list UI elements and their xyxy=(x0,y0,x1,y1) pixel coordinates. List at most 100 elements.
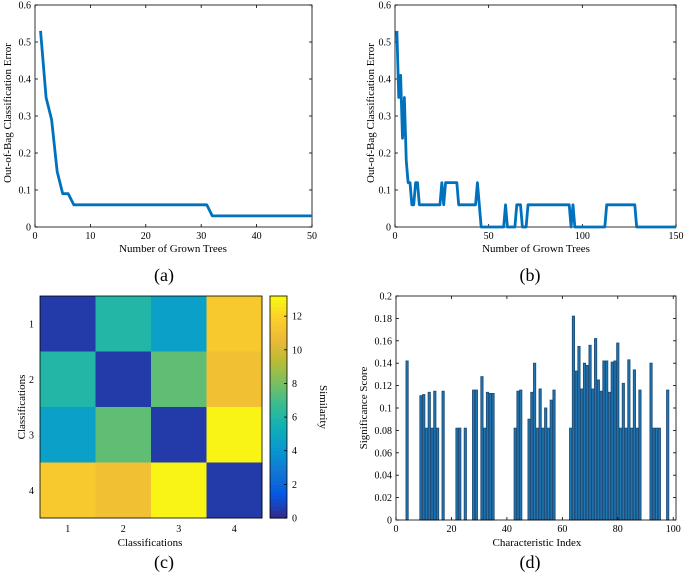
bar xyxy=(588,344,592,521)
colorbar-segment xyxy=(270,425,287,430)
bar xyxy=(657,427,661,521)
colorbar-segment xyxy=(270,458,287,464)
colorbar-segment xyxy=(270,370,287,375)
colorbar-tick-label: 0 xyxy=(292,514,297,525)
heatmap-cell xyxy=(206,351,263,408)
bar xyxy=(530,391,534,521)
panel-d-y-tick-label: 0.1 xyxy=(380,404,393,415)
bar xyxy=(632,369,636,521)
bar xyxy=(591,388,595,521)
panel-b-y-axis-label: Out-of-Bag Classification Error xyxy=(365,43,377,183)
colorbar-segment xyxy=(270,451,287,456)
bar xyxy=(546,427,551,521)
panel-d-y-tick-label: 0.2 xyxy=(380,292,393,303)
colorbar-segment xyxy=(270,473,287,478)
bar xyxy=(424,427,429,521)
bar xyxy=(627,359,631,521)
colorbar-segment xyxy=(270,410,287,415)
panel-c-y-axis-label: Classifications xyxy=(16,375,28,440)
colorbar-segment xyxy=(270,340,287,345)
bar xyxy=(616,342,620,521)
panel-d-x-tick-label: 0 xyxy=(394,524,399,535)
panel-d-y-tick-label: 0.16 xyxy=(375,336,393,347)
panel-d-x-tick-label: 40 xyxy=(502,524,512,535)
panel-d-y-axis-label: Significance Score xyxy=(358,366,370,449)
bar xyxy=(488,392,492,521)
bar xyxy=(480,376,484,521)
heatmap-cell xyxy=(95,407,152,463)
panel-a-x-tick-label: 40 xyxy=(252,231,262,242)
panel-c-caption: (c) xyxy=(154,552,174,573)
colorbar-segment xyxy=(270,318,287,323)
bar xyxy=(638,389,642,521)
heatmap-cell xyxy=(95,351,152,408)
panel-b-x-tick-label: 100 xyxy=(575,231,590,242)
colorbar-segment xyxy=(270,466,287,471)
bar xyxy=(613,360,617,521)
colorbar-tick-label: 2 xyxy=(292,480,297,491)
panel-c-x-axis-label: Classifications xyxy=(118,537,183,549)
bar xyxy=(652,427,656,521)
panel-b-x-tick-label: 150 xyxy=(669,231,684,242)
colorbar-segment xyxy=(270,503,287,508)
colorbar-segment xyxy=(270,344,287,349)
panel-c-x-tick-label: 2 xyxy=(121,524,126,535)
panel-a-series-line xyxy=(39,30,312,218)
panel-d-y-tick-label: 0.12 xyxy=(375,381,393,392)
bar xyxy=(549,399,553,521)
panel-d-y-tick-label: 0.08 xyxy=(375,426,393,437)
bar xyxy=(582,362,587,521)
panel-b-y-tick-label: 0.4 xyxy=(379,75,392,86)
panel-a-y-axis-label: Out-of-Bag Classification Error xyxy=(2,43,14,183)
panel-d-y-tick-label: 0.06 xyxy=(375,448,393,459)
bar xyxy=(607,391,612,521)
panel-a-y-tick-label: 0.6 xyxy=(19,1,32,12)
heatmap-cell xyxy=(40,462,96,519)
colorbar-segment xyxy=(270,418,287,423)
bar xyxy=(427,391,431,521)
bar xyxy=(463,427,467,521)
panel-b-x-tick-label: 0 xyxy=(393,231,398,242)
colorbar-segment xyxy=(270,421,287,427)
bar xyxy=(535,427,539,521)
colorbar-segment xyxy=(270,351,287,356)
panel-b-x-axis-label: Number of Grown Trees xyxy=(482,243,590,255)
panel-d-bar-chart: Significance Score Characteristic Index … xyxy=(358,292,681,574)
panel-d-caption: (d) xyxy=(520,552,541,573)
colorbar-segment xyxy=(270,388,287,393)
panel-d-y-tick-label: 0 xyxy=(387,516,392,527)
panel-c-y-tick-label: 2 xyxy=(29,375,34,386)
heatmap-cell xyxy=(151,296,207,352)
panel-b-y-tick-label: 0.6 xyxy=(379,1,392,12)
panel-b-x-tick-label: 50 xyxy=(484,231,494,242)
bar xyxy=(585,364,589,521)
bar xyxy=(580,388,584,521)
colorbar-tick-label: 10 xyxy=(292,345,302,356)
bar xyxy=(624,427,628,521)
bar xyxy=(491,392,495,521)
bar xyxy=(571,315,575,521)
colorbar-segment xyxy=(270,329,287,334)
colorbar-segment xyxy=(270,477,287,482)
bar xyxy=(649,362,653,521)
panel-d-x-axis-label: Characteristic Index xyxy=(493,537,582,549)
panel-a-y-tick-label: 0.1 xyxy=(19,186,32,197)
colorbar-segment xyxy=(270,384,287,390)
colorbar-segment xyxy=(270,303,287,308)
panel-a-caption: (a) xyxy=(154,265,174,286)
panel-a-x-tick-label: 30 xyxy=(196,231,206,242)
bar xyxy=(513,427,517,521)
colorbar-segment xyxy=(270,407,287,412)
colorbar-segment xyxy=(270,392,287,397)
panel-b-caption: (b) xyxy=(520,265,541,286)
bar xyxy=(441,390,445,521)
heatmap-cell xyxy=(206,462,263,519)
colorbar-segment xyxy=(270,307,287,312)
colorbar-segment xyxy=(270,506,287,512)
colorbar-segment xyxy=(270,366,287,371)
bar xyxy=(538,388,542,521)
colorbar-segment xyxy=(270,399,287,404)
colorbar-segment xyxy=(270,429,287,434)
bar xyxy=(533,362,537,521)
panel-c-x-tick-label: 1 xyxy=(65,524,70,535)
